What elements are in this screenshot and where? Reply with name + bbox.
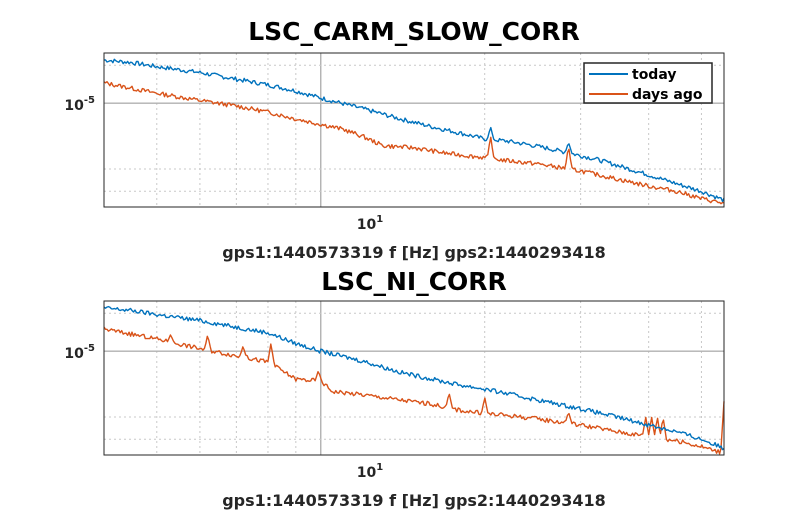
x-tick-label: 101	[357, 214, 383, 233]
plot-area	[104, 301, 724, 455]
y-tick-label: 10-5	[64, 343, 95, 362]
x-tick-label: 101	[357, 462, 383, 481]
plot-frame	[103, 52, 725, 208]
chart-title: LSC_CARM_SLOW_CORR	[248, 17, 580, 46]
series-lines	[103, 305, 725, 455]
plot-frame	[103, 300, 725, 456]
chart-panel-carm-slow: LSC_CARM_SLOW_CORR 101 10-5 gps1:1440573…	[64, 17, 725, 262]
series-line-days-ago	[103, 326, 725, 455]
x-axis-label: gps1:1440573319 f [Hz] gps2:1440293418	[222, 243, 606, 262]
chart-panel-ni: LSC_NI_CORR 101 10-5 gps1:1440573319 f […	[64, 267, 725, 510]
series-lines	[103, 58, 725, 205]
x-axis-label: gps1:1440573319 f [Hz] gps2:1440293418	[222, 491, 606, 510]
y-tick-label: 10-5	[64, 95, 95, 114]
legend-label-today: today	[632, 67, 676, 83]
chart-title: LSC_NI_CORR	[321, 267, 507, 296]
legend: today days ago	[583, 62, 713, 104]
series-line-days-ago	[103, 81, 725, 205]
series-line-today	[103, 58, 725, 203]
legend-label-days-ago: days ago	[632, 87, 703, 103]
grid-lines	[104, 301, 724, 455]
legend-box	[583, 62, 713, 104]
series-line-today	[103, 305, 725, 451]
